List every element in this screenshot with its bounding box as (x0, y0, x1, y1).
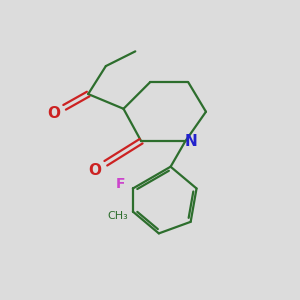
Text: N: N (184, 134, 197, 149)
Text: CH₃: CH₃ (107, 211, 128, 221)
Text: O: O (47, 106, 60, 121)
Text: O: O (88, 163, 101, 178)
Text: F: F (116, 177, 125, 191)
